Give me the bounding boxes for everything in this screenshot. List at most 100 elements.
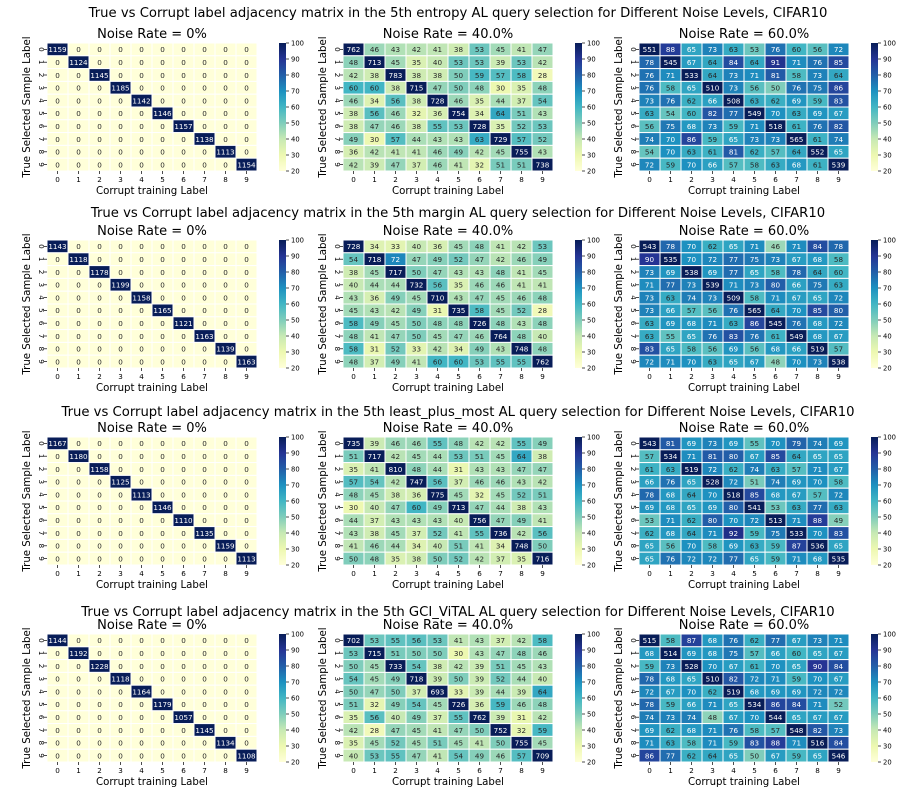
cell-value-label: 76 [750,332,760,341]
colorbar-tick-label: 90 [883,647,892,655]
cell-value-label: 58 [687,739,697,748]
cell-value-label: 73 [750,281,759,290]
y-axis-label: True Selected Sample Label [614,36,625,178]
cell-value-label: 36 [433,242,443,251]
cell-value-label: 0 [181,45,186,54]
colorbar-tick-label: 60 [291,301,300,309]
x-tick-label: 2 [689,569,694,578]
colorbar [575,634,582,762]
subplot-title: Noise Rate = 0% [97,421,207,436]
cell-value-label: 0 [118,345,123,354]
cell-value-label: 69 [666,268,676,277]
y-tick-label: 6 [333,124,342,129]
cell-value-label: 0 [139,516,144,525]
x-axis-label: Corrupt training Label [96,580,208,591]
cell-value-label: 51 [538,490,547,499]
colorbar-tick-label: 100 [883,40,896,48]
cell-value-label: 0 [160,135,165,144]
cell-value-label: 0 [223,319,228,328]
cell-value-label: 0 [55,122,60,131]
cell-value-label: 42 [412,45,421,54]
cell-value-label: 41 [433,726,442,735]
cell-value-label: 0 [118,268,123,277]
cell-value-label: 1108 [237,751,256,760]
cell-value-label: 49 [538,255,548,264]
x-tick-label: 4 [435,569,440,578]
subplot-title: Noise Rate = 0% [97,27,207,42]
cell-value-label: 0 [202,293,207,302]
cell-value-label: 0 [223,109,228,118]
cell-value-label: 69 [771,687,781,696]
x-tick-label: 6 [181,175,186,184]
cell-value-label: 0 [118,554,123,563]
cell-value-label: 0 [118,439,123,448]
cell-value-label: 69 [792,478,802,487]
cell-value-label: 35 [349,465,358,474]
cell-value-label: 48 [496,268,506,277]
x-tick-label: 9 [540,766,545,775]
cell-value-label: 38 [391,490,401,499]
x-tick-label: 5 [456,569,461,578]
cell-value-label: 59 [729,739,739,748]
cell-value-label: 84 [834,739,844,748]
y-tick-label: 3 [333,677,342,682]
cell-value-label: 53 [538,242,547,251]
cell-value-label: 39 [475,687,485,696]
x-tick-label: 5 [752,175,757,184]
cell-value-label: 510 [706,84,720,93]
cell-value-label: 541 [748,503,762,512]
cell-value-label: 52 [454,554,463,563]
cell-value-label: 543 [643,242,657,251]
colorbar-tick-label: 20 [587,562,596,570]
cell-value-label: 58 [538,636,548,645]
cell-value-label: 0 [97,332,102,341]
colorbar-tick-label: 40 [291,727,300,735]
cell-value-label: 0 [139,345,144,354]
y-tick-label: 3 [333,283,342,288]
cell-value-label: 45 [370,662,379,671]
colorbar-tick-label: 90 [291,647,300,655]
cell-value-label: 0 [181,332,186,341]
colorbar-tick-label: 30 [587,152,596,160]
cell-value-label: 0 [181,554,186,563]
cell-value-label: 49 [538,439,548,448]
cell-value-label: 69 [813,109,823,118]
cell-value-label: 43 [475,268,484,277]
cell-value-label: 0 [118,122,123,131]
cell-value-label: 59 [666,700,676,709]
x-tick-label: 7 [794,569,799,578]
cell-value-label: 80 [729,503,739,512]
cell-value-label: 1057 [174,713,192,722]
cell-value-label: 81 [708,452,717,461]
cell-value-label: 56 [666,542,676,551]
cell-value-label: 76 [771,45,781,54]
cell-value-label: 0 [181,148,186,157]
cell-value-label: 32 [517,726,526,735]
cell-value-label: 47 [391,332,400,341]
cell-value-label: 0 [223,357,228,366]
cell-value-label: 48 [475,84,485,93]
cell-value-label: 45 [391,319,400,328]
colorbar-tick-label: 70 [883,482,892,490]
cell-value-label: 0 [55,739,60,748]
cell-value-label: 57 [645,452,654,461]
colorbar-tick-label: 20 [883,562,892,570]
cell-value-label: 0 [160,148,165,157]
cell-value-label: 67 [792,255,801,264]
cell-value-label: 48 [517,332,527,341]
cell-value-label: 0 [223,84,228,93]
cell-value-label: 61 [771,332,780,341]
cell-value-label: 49 [475,751,485,760]
colorbar [575,437,582,565]
cell-value-label: 71 [708,529,717,538]
cell-value-label: 40 [370,503,380,512]
cell-value-label: 0 [202,739,207,748]
y-tick-label: 7 [629,728,638,733]
cell-value-label: 0 [160,84,165,93]
cell-value-label: 0 [55,490,60,499]
cell-value-label: 68 [771,490,781,499]
y-tick-label: 2 [629,664,638,669]
cell-value-label: 715 [410,84,424,93]
cell-value-label: 0 [244,135,249,144]
y-axis-label: True Selected Sample Label [22,36,33,178]
